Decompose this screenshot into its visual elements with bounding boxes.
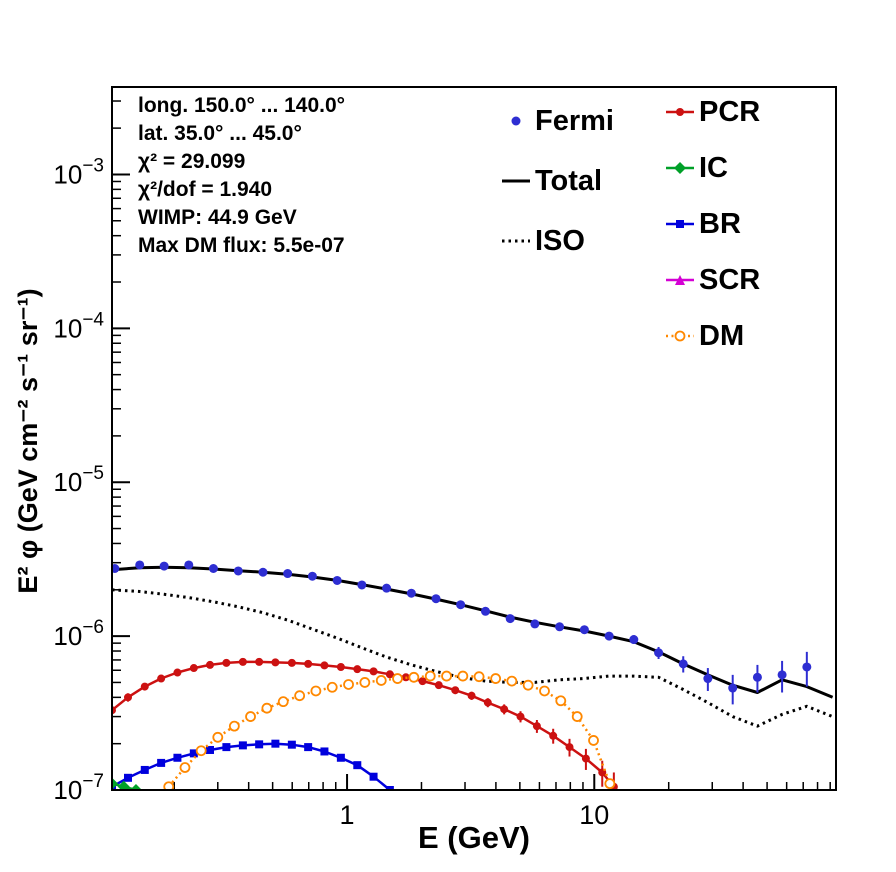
x-axis-title: E (GeV): [418, 820, 530, 855]
stat-longitude: long. 150.0° ... 140.0°: [138, 94, 346, 117]
dm-marker-icon: [664, 321, 696, 351]
svg-text:10−7: 10−7: [53, 771, 104, 805]
legend-label-total: Total: [535, 165, 603, 197]
total-line-icon: [500, 166, 532, 196]
legend-label-ic: IC: [699, 152, 728, 184]
stat-latitude: lat. 35.0° ... 45.0°: [138, 122, 302, 145]
ic-marker-icon: [664, 153, 696, 183]
legend-item-fermi: Fermi: [500, 91, 614, 151]
stat-max-dm-flux: Max DM flux: 5.5e-07: [138, 234, 345, 257]
legend-item-iso: ISO: [500, 211, 614, 271]
legend-item-total: Total: [500, 151, 614, 211]
scr-marker-icon: [664, 265, 696, 295]
legend-label-dm: DM: [699, 320, 745, 352]
legend-column-1: Fermi Total ISO: [500, 91, 614, 271]
svg-text:10−4: 10−4: [53, 309, 104, 343]
y-axis-title: E² φ (GeV cm⁻² s⁻¹ sr⁻¹): [13, 288, 43, 594]
fermi-marker-icon: [500, 106, 532, 136]
svg-text:10: 10: [579, 800, 609, 830]
legend-item-scr: SCR: [664, 252, 760, 308]
svg-text:10−6: 10−6: [53, 617, 104, 651]
iso-dotted-line-icon: [500, 226, 532, 256]
legend-label-br: BR: [699, 208, 741, 240]
legend-label-fermi: Fermi: [535, 105, 614, 137]
stats-box: long. 150.0° ... 140.0° lat. 35.0° ... 4…: [138, 92, 345, 260]
legend-item-dm: DM: [664, 308, 760, 364]
svg-text:10−5: 10−5: [53, 463, 104, 497]
legend-item-br: BR: [664, 196, 760, 252]
svg-text:10−3: 10−3: [53, 155, 104, 189]
svg-text:1: 1: [340, 800, 355, 830]
legend-label-iso: ISO: [535, 225, 585, 257]
stat-chi2-dof: χ²/dof = 1.940: [138, 178, 273, 201]
legend-item-pcr: PCR: [664, 84, 760, 140]
stat-chi2: χ² = 29.099: [138, 150, 246, 173]
stat-wimp-mass: WIMP: 44.9 GeV: [138, 206, 297, 229]
br-marker-icon: [664, 209, 696, 239]
legend-column-2: PCR IC BR SCR DM: [664, 84, 760, 364]
legend-label-pcr: PCR: [699, 96, 761, 128]
legend-item-ic: IC: [664, 140, 760, 196]
legend-label-scr: SCR: [699, 264, 761, 296]
pcr-marker-icon: [664, 97, 696, 127]
